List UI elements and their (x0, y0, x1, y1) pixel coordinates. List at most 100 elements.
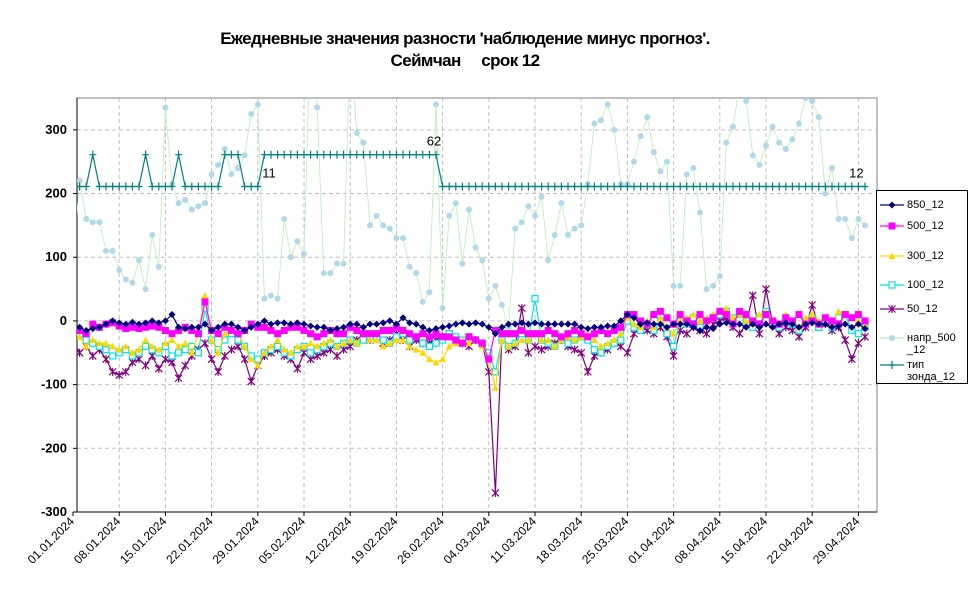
data-point (425, 355, 433, 363)
data-point (815, 320, 823, 328)
data-point (491, 330, 499, 338)
data-point (861, 182, 869, 191)
data-point (108, 367, 117, 376)
data-point (623, 311, 631, 319)
data-point (736, 320, 744, 328)
data-point (524, 330, 532, 338)
data-point (260, 323, 268, 331)
data-point (841, 182, 849, 191)
legend-swatch-napr500 (880, 335, 904, 341)
data-point (109, 342, 117, 350)
data-point (221, 150, 229, 159)
data-point (511, 330, 519, 338)
data-point (730, 123, 736, 130)
legend-swatch-marker (888, 201, 896, 209)
data-point (181, 361, 190, 370)
data-point (492, 282, 499, 289)
data-point (670, 330, 678, 337)
data-point (214, 330, 222, 338)
data-point (590, 345, 599, 354)
data-point (194, 349, 202, 357)
data-point (274, 336, 282, 344)
data-point (353, 339, 361, 347)
legend-swatch-marker (888, 305, 896, 313)
data-point (591, 120, 598, 127)
data-point (445, 342, 453, 350)
data-point (478, 320, 486, 328)
data-point (95, 182, 103, 191)
data-point (300, 326, 308, 334)
data-point (221, 145, 228, 152)
data-point (340, 339, 348, 347)
data-point (722, 182, 730, 191)
data-point (108, 352, 117, 360)
data-point (109, 182, 117, 191)
data-point (115, 319, 123, 327)
data-point (478, 182, 486, 191)
data-point (776, 139, 783, 146)
data-point (564, 330, 572, 338)
data-point (683, 182, 691, 191)
data-point (142, 319, 150, 327)
data-point (571, 225, 578, 232)
data-point (339, 345, 348, 354)
data-point (538, 182, 546, 191)
data-point (604, 339, 612, 347)
data-point (346, 342, 355, 351)
data-point (181, 345, 189, 354)
data-point (854, 320, 862, 328)
data-point (544, 336, 552, 344)
data-point (584, 325, 592, 333)
data-point (83, 216, 90, 223)
data-point (340, 330, 348, 338)
data-point (617, 336, 625, 344)
data-point (188, 349, 196, 356)
data-point (795, 323, 803, 331)
data-point (359, 150, 367, 159)
series--500-12 (77, 98, 868, 331)
data-point (472, 336, 480, 344)
data-point (617, 317, 625, 325)
data-point (848, 182, 856, 191)
data-point (174, 374, 183, 383)
data-point (181, 182, 189, 191)
data-point (221, 330, 229, 337)
data-point (498, 336, 506, 344)
data-point (432, 330, 440, 338)
data-point (168, 352, 176, 360)
data-point (88, 351, 97, 360)
data-point (425, 150, 433, 159)
annotation-label: 11 (262, 166, 276, 181)
data-point (247, 323, 255, 331)
data-point (353, 130, 360, 137)
data-point (847, 355, 856, 364)
data-point (735, 329, 744, 338)
data-point (406, 150, 414, 159)
data-point (439, 355, 447, 363)
data-point (379, 319, 387, 327)
x-tick-label: 11.03.2024 (487, 514, 539, 566)
x-tick-label: 18.03.2024 (533, 514, 586, 567)
data-point (201, 291, 209, 299)
data-point (432, 325, 440, 333)
data-point (77, 348, 84, 357)
data-point (214, 182, 222, 191)
data-point (788, 320, 796, 328)
data-point (392, 150, 400, 159)
data-point (512, 225, 519, 232)
chart-title-line-1: Ежедневные значения разности 'наблюдение… (220, 29, 710, 48)
data-point (756, 161, 763, 168)
data-point (128, 182, 136, 191)
data-point (240, 355, 249, 364)
data-point (109, 247, 116, 254)
data-point (181, 325, 189, 333)
data-point (848, 314, 856, 322)
data-point (570, 345, 579, 354)
chart-title: Ежедневные значения разности 'наблюдение… (60, 28, 870, 72)
data-point (716, 320, 724, 328)
data-point (763, 142, 769, 149)
data-point (194, 323, 202, 331)
data-point (835, 182, 843, 191)
data-point (82, 182, 90, 191)
data-point (604, 322, 612, 330)
